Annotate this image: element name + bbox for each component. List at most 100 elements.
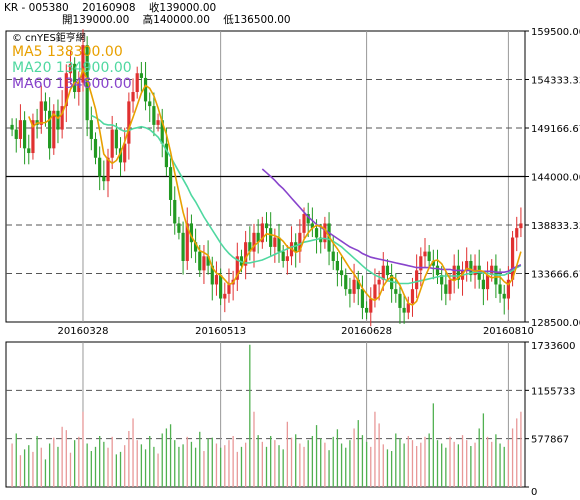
candle-body — [465, 260, 469, 271]
candle-body — [139, 73, 143, 78]
candle-body — [344, 275, 348, 290]
candle-body — [64, 73, 68, 107]
price-ytick-label: 159500.00 — [531, 27, 580, 38]
candle-body — [248, 242, 252, 252]
candle-body — [14, 129, 18, 139]
candle-body — [269, 228, 273, 247]
candle-body — [427, 251, 431, 261]
candle-body — [227, 284, 231, 294]
volume-bars — [11, 344, 522, 487]
volume-ytick-label: 1155733 — [531, 386, 576, 397]
candle-body — [193, 242, 198, 252]
price-ytick-label: 138833.33 — [531, 221, 580, 232]
candle-body — [440, 275, 444, 285]
header-line-1: KR - 005380 20160908 收139000.00 — [4, 2, 216, 14]
candle-body — [81, 45, 85, 83]
candle-body — [156, 120, 160, 125]
candle-body — [114, 129, 118, 149]
candle-body — [135, 73, 139, 93]
candle-body — [423, 251, 427, 257]
price-ytick-label: 154333.33 — [531, 76, 580, 87]
candle-body — [123, 143, 127, 163]
candle-body — [394, 289, 398, 294]
candle-body — [189, 223, 194, 243]
candle-body — [369, 298, 373, 313]
candle-body — [127, 101, 131, 144]
candle-body — [256, 232, 260, 243]
candle-body — [319, 237, 323, 243]
candle-body — [106, 157, 110, 182]
candle-body — [223, 293, 227, 299]
candle-body — [85, 45, 89, 121]
candle-body — [285, 256, 289, 261]
candle-body — [498, 284, 502, 294]
candle-body — [377, 279, 381, 285]
candle-body — [519, 223, 523, 229]
candle-body — [56, 110, 60, 130]
candle-body — [22, 120, 27, 149]
candle-body — [185, 223, 189, 261]
candle-body — [10, 124, 14, 130]
candle-body — [490, 265, 494, 276]
candle-body — [419, 256, 423, 271]
candle-body — [73, 63, 77, 93]
low-price-label: 低136500.00 — [223, 14, 291, 26]
candle-body — [198, 251, 202, 271]
price-ytick-label: 133666.67 — [531, 269, 580, 280]
candle-body — [352, 279, 356, 294]
volume-plot-frame — [5, 341, 526, 488]
candle-body — [456, 265, 460, 280]
candle-body — [302, 214, 306, 233]
date-label: 20160908 — [82, 2, 136, 14]
candles — [10, 29, 523, 327]
candle-body — [239, 256, 244, 266]
candle-body — [431, 260, 435, 266]
candle-body — [314, 228, 319, 238]
candle-body — [331, 251, 335, 261]
candle-body — [27, 148, 31, 154]
candle-body — [131, 92, 135, 102]
candle-body — [148, 101, 152, 107]
candle-body — [277, 237, 281, 252]
candle-body — [264, 223, 269, 229]
candle-body — [52, 110, 56, 149]
candle-body — [356, 279, 360, 290]
volume-ytick-label: 0 — [531, 487, 537, 498]
candle-body — [168, 167, 173, 200]
candle-body — [306, 214, 310, 224]
candle-body — [202, 256, 206, 271]
ticker-label: KR - 005380 — [4, 2, 69, 14]
candle-body — [406, 303, 410, 313]
candle-body — [177, 223, 181, 233]
candle-body — [93, 138, 98, 158]
legend-ma60: MA60 134600.00 — [12, 76, 132, 92]
date-tick-label: 20160328 — [58, 326, 109, 337]
candle-body — [373, 284, 377, 299]
candle-body — [181, 232, 185, 261]
candle-body — [219, 275, 223, 299]
candle-body — [415, 270, 419, 290]
date-tick-label: 20160810 — [483, 326, 534, 337]
candle-body — [385, 265, 390, 276]
candle-body — [89, 120, 93, 139]
volume-ytick-label: 577867 — [531, 435, 569, 446]
high-price-label: 高140000.00 — [142, 14, 210, 26]
candle-body — [452, 265, 456, 280]
candle-body — [398, 293, 402, 308]
candle-body — [402, 307, 406, 313]
candle-body — [18, 120, 23, 139]
candle-body — [298, 232, 302, 252]
candle-body — [173, 199, 177, 224]
candle-body — [152, 106, 156, 125]
candle-body — [48, 110, 52, 149]
price-ytick-label: 128500.00 — [531, 318, 580, 329]
candle-body — [335, 260, 340, 271]
candle-body — [348, 289, 352, 294]
candle-body — [410, 289, 415, 304]
candle-body — [160, 120, 164, 144]
candle-body — [77, 82, 81, 93]
open-price-label: 開139000.00 — [62, 14, 130, 26]
candle-body — [206, 256, 210, 266]
candle-body — [506, 279, 511, 299]
